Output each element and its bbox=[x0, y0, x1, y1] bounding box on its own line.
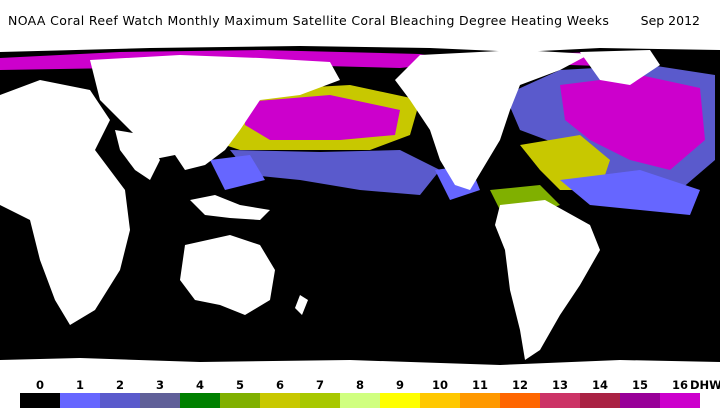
land-indonesia bbox=[190, 195, 270, 220]
dhw-region-north-pacific-hot bbox=[245, 95, 400, 140]
colorbar-swatch-4 bbox=[180, 393, 220, 408]
land-north-america bbox=[395, 50, 590, 190]
colorbar-tick-8: 8 bbox=[355, 378, 365, 392]
colorbar-swatch-1 bbox=[60, 393, 100, 408]
world-dhw-map bbox=[0, 40, 720, 377]
dhw-region-west-pacific bbox=[210, 155, 265, 190]
colorbar-swatch-13 bbox=[540, 393, 580, 408]
land-eurasia bbox=[90, 55, 340, 170]
colorbar-tick-9: 9 bbox=[395, 378, 405, 392]
map-title: NOAA Coral Reef Watch Monthly Maximum Sa… bbox=[8, 13, 610, 28]
colorbar-tick-14: 14 bbox=[591, 378, 609, 392]
colorbar-swatch-2 bbox=[100, 393, 140, 408]
colorbar-swatch-14 bbox=[580, 393, 620, 408]
land-australia bbox=[180, 235, 275, 315]
land-antarctica bbox=[0, 358, 720, 377]
colorbar-tick-11: 11 bbox=[471, 378, 489, 392]
colorbar-tick-12: 12 bbox=[511, 378, 529, 392]
dhw-region-atlantic-warm bbox=[520, 135, 610, 190]
title-bar: NOAA Coral Reef Watch Monthly Maximum Sa… bbox=[0, 0, 720, 40]
colorbar-tick-5: 5 bbox=[235, 378, 245, 392]
colorbar-swatch-7 bbox=[300, 393, 340, 408]
colorbar-tick-3: 3 bbox=[155, 378, 165, 392]
colorbar-tick-7: 7 bbox=[315, 378, 325, 392]
land-new-zealand bbox=[295, 295, 308, 315]
land-greenland bbox=[580, 50, 660, 85]
dhw-region-pacific-blue bbox=[230, 150, 440, 195]
colorbar bbox=[20, 393, 700, 408]
colorbar-tick-16: 16 bbox=[671, 378, 689, 392]
land-south-america bbox=[495, 200, 600, 360]
colorbar-tick-2: 2 bbox=[115, 378, 125, 392]
colorbar-swatch-8 bbox=[340, 393, 380, 408]
colorbar-tick-0: 0 bbox=[35, 378, 45, 392]
colorbar-swatch-3 bbox=[140, 393, 180, 408]
colorbar-labels: 0 1 2 3 4 5 6 7 8 9 10 11 12 13 14 15 16 DHW bbox=[0, 378, 720, 392]
dhw-region-north-atlantic-hot bbox=[560, 75, 705, 170]
colorbar-tick-13: 13 bbox=[551, 378, 569, 392]
colorbar-swatch-5 bbox=[220, 393, 260, 408]
colorbar-swatch-0 bbox=[20, 393, 60, 408]
land-arctic bbox=[0, 40, 720, 52]
colorbar-swatch-12 bbox=[500, 393, 540, 408]
map-date: Sep 2012 bbox=[640, 13, 700, 28]
colorbar-swatch-15 bbox=[620, 393, 660, 408]
colorbar-tick-6: 6 bbox=[275, 378, 285, 392]
land-india bbox=[115, 130, 160, 180]
colorbar-tick-1: 1 bbox=[75, 378, 85, 392]
colorbar-swatch-10 bbox=[420, 393, 460, 408]
land-masses bbox=[0, 40, 720, 377]
colorbar-tick-4: 4 bbox=[195, 378, 205, 392]
colorbar-unit: DHW bbox=[690, 378, 720, 392]
colorbar-swatch-6 bbox=[260, 393, 300, 408]
land-africa bbox=[0, 80, 130, 325]
colorbar-swatch-9 bbox=[380, 393, 420, 408]
colorbar-swatch-11 bbox=[460, 393, 500, 408]
colorbar-tick-15: 15 bbox=[631, 378, 649, 392]
dhw-region-atlantic-mid bbox=[560, 170, 700, 215]
colorbar-swatch-16 bbox=[660, 393, 700, 408]
colorbar-tick-10: 10 bbox=[431, 378, 449, 392]
